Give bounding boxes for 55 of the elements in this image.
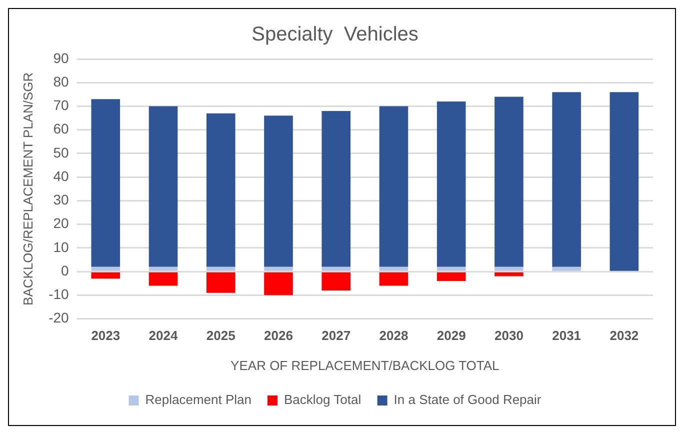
y-tick-label: 70 <box>53 97 70 114</box>
x-tick-label: 2028 <box>379 328 408 344</box>
y-tick-label: 30 <box>53 192 70 208</box>
bar <box>206 266 236 271</box>
x-axis-title: YEAR OF REPLACEMENT/BACKLOG TOTAL <box>230 358 500 373</box>
legend-label: Backlog Total <box>284 392 362 408</box>
y-axis-title: BACKLOG/REPLACEMENT PLAN/SGR <box>20 72 36 306</box>
bar <box>322 110 351 267</box>
legend-label: Replacement Plan <box>145 392 252 408</box>
bar <box>91 272 120 279</box>
y-tick-label: 50 <box>53 144 70 160</box>
bar <box>264 272 293 296</box>
bar <box>322 272 351 290</box>
bar <box>436 102 466 267</box>
bar <box>322 266 351 271</box>
x-tick-label: 2031 <box>552 328 582 344</box>
x-tick-label: 2024 <box>148 328 178 344</box>
x-tick-label: 2030 <box>494 328 524 344</box>
y-tick-label: -20 <box>48 310 70 326</box>
bar <box>610 92 639 271</box>
bar <box>494 272 524 276</box>
x-tick-label: 2025 <box>206 328 236 344</box>
x-tick-label: 2029 <box>436 328 466 344</box>
y-tick-label: 80 <box>53 73 70 90</box>
x-tick-label: 2023 <box>91 328 120 344</box>
x-tick-label: 2027 <box>322 328 351 344</box>
y-tick-label: 60 <box>53 120 70 137</box>
bar <box>436 272 466 282</box>
bar <box>379 106 408 267</box>
x-tick-label: 2026 <box>264 328 293 344</box>
bar <box>148 272 178 286</box>
bar <box>264 116 293 267</box>
y-tick-label: 90 <box>53 50 70 66</box>
bar <box>379 272 408 286</box>
bar <box>148 266 178 271</box>
bar <box>91 266 120 271</box>
bar <box>552 266 581 271</box>
bar <box>91 99 120 267</box>
bar <box>379 266 408 271</box>
bar <box>436 266 466 271</box>
bar <box>206 272 236 293</box>
bar <box>494 96 524 267</box>
bar <box>206 113 236 267</box>
legend-label: In a State of Good Repair <box>394 392 542 408</box>
bar <box>494 266 524 271</box>
bar <box>264 266 293 271</box>
y-tick-label: 20 <box>53 215 70 232</box>
x-tick-label: 2032 <box>610 328 639 344</box>
y-tick-label: 0 <box>61 262 70 278</box>
chart-title: Specialty Vehicles <box>252 24 418 46</box>
y-tick-label: -10 <box>48 286 70 302</box>
bar <box>148 106 178 267</box>
bar <box>552 92 581 267</box>
y-tick-label: 40 <box>53 168 70 184</box>
y-tick-label: 10 <box>53 238 70 255</box>
